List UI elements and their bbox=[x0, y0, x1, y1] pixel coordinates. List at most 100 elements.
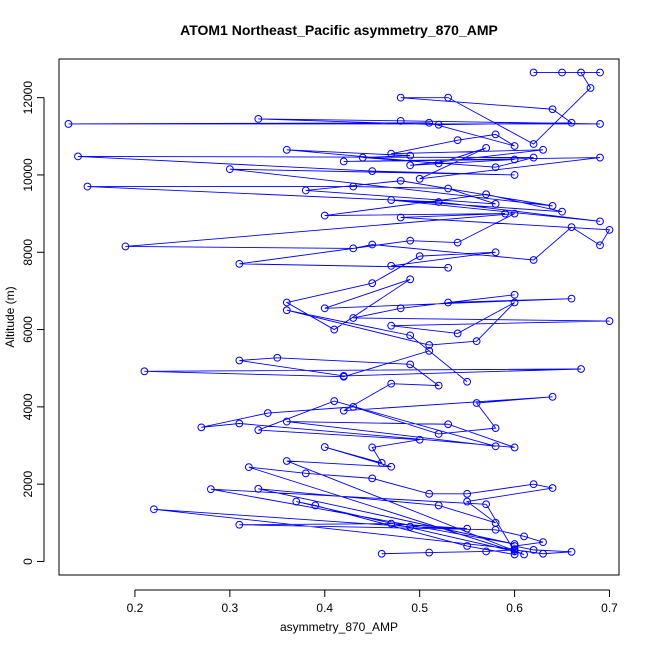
data-point bbox=[396, 304, 405, 313]
data-point bbox=[558, 207, 566, 216]
y-tick-label: 0 bbox=[21, 558, 35, 565]
data-point bbox=[415, 174, 424, 183]
data-point bbox=[387, 149, 396, 158]
data-point bbox=[596, 217, 604, 226]
data-point bbox=[453, 329, 462, 338]
data-point bbox=[596, 153, 604, 162]
data-point bbox=[520, 550, 528, 559]
data-point bbox=[301, 469, 310, 478]
x-axis-label: asymmetry_870_AMP bbox=[280, 620, 398, 634]
data-point bbox=[510, 209, 519, 218]
data-point bbox=[510, 298, 519, 307]
data-point bbox=[330, 325, 339, 334]
data-point bbox=[434, 430, 443, 438]
data-point bbox=[368, 167, 377, 175]
data-point bbox=[482, 190, 491, 199]
data-point bbox=[548, 484, 557, 492]
y-tick-label: 12000 bbox=[21, 81, 35, 115]
data-point bbox=[491, 200, 500, 208]
data-point bbox=[510, 540, 519, 548]
data-point bbox=[83, 182, 92, 191]
data-point bbox=[387, 519, 396, 528]
data-point bbox=[482, 547, 491, 556]
data-point bbox=[491, 442, 500, 451]
data-point bbox=[140, 367, 149, 376]
data-point bbox=[406, 331, 415, 340]
data-point bbox=[520, 532, 528, 541]
data-point bbox=[558, 68, 566, 77]
data-point bbox=[463, 497, 472, 506]
data-point bbox=[282, 457, 291, 465]
data-point bbox=[529, 140, 538, 148]
data-point bbox=[387, 261, 396, 270]
data-point bbox=[330, 397, 339, 405]
data-point bbox=[510, 155, 519, 164]
data-point bbox=[529, 256, 538, 264]
data-point bbox=[510, 550, 519, 559]
data-point bbox=[64, 120, 73, 128]
data-point bbox=[463, 524, 472, 533]
data-point bbox=[548, 392, 557, 401]
data-point bbox=[605, 225, 614, 234]
data-point bbox=[510, 547, 519, 556]
data-point bbox=[472, 399, 481, 407]
data-point bbox=[235, 356, 244, 365]
data-point bbox=[539, 145, 547, 154]
data-point bbox=[320, 211, 329, 220]
data-point bbox=[596, 241, 604, 250]
data-point bbox=[415, 252, 424, 261]
data-point bbox=[577, 68, 585, 77]
data-point bbox=[463, 542, 472, 550]
data-point bbox=[254, 115, 263, 123]
data-point bbox=[529, 545, 538, 554]
data-point bbox=[368, 474, 377, 483]
data-point bbox=[548, 201, 557, 210]
data-point bbox=[301, 186, 310, 195]
data-point bbox=[425, 341, 434, 349]
y-tick-label: 8000 bbox=[21, 239, 35, 266]
data-point bbox=[510, 545, 519, 553]
data-point bbox=[358, 153, 367, 162]
data-point bbox=[567, 223, 576, 232]
data-point bbox=[444, 298, 453, 307]
data-point bbox=[406, 151, 415, 160]
data-point bbox=[415, 435, 424, 444]
data-point bbox=[311, 501, 320, 510]
data-point bbox=[339, 157, 348, 166]
data-point bbox=[282, 306, 291, 315]
data-point bbox=[74, 152, 82, 161]
x-tick-label: 0.2 bbox=[127, 601, 144, 615]
y-tick-label: 4000 bbox=[21, 393, 35, 420]
data-point bbox=[197, 423, 206, 432]
data-point bbox=[529, 480, 538, 489]
data-point bbox=[434, 198, 443, 206]
data-point bbox=[463, 377, 472, 386]
data-point bbox=[501, 209, 510, 218]
data-point bbox=[320, 443, 329, 451]
data-point bbox=[368, 240, 377, 249]
data-series bbox=[64, 68, 614, 559]
chart-title: ATOM1 Northeast_Pacific asymmetry_870_AM… bbox=[180, 22, 498, 38]
data-point bbox=[282, 298, 291, 307]
data-point bbox=[282, 417, 291, 426]
data-point bbox=[444, 420, 453, 429]
data-point bbox=[292, 497, 301, 506]
data-point bbox=[596, 120, 604, 128]
data-point bbox=[349, 402, 358, 411]
data-point bbox=[396, 93, 405, 102]
data-point bbox=[434, 159, 443, 168]
x-tick-label: 0.5 bbox=[411, 601, 428, 615]
x-axis: 0.2 0.3 0.4 0.5 0.6 0.7 bbox=[127, 589, 618, 615]
y-tick-label: 2000 bbox=[21, 470, 35, 497]
data-point bbox=[377, 549, 386, 558]
data-point bbox=[235, 520, 244, 529]
data-point bbox=[396, 213, 405, 222]
data-point bbox=[425, 548, 434, 557]
data-point bbox=[605, 317, 614, 325]
data-point bbox=[368, 279, 377, 288]
data-point bbox=[244, 463, 253, 472]
x-tick-label: 0.7 bbox=[601, 601, 618, 615]
data-point bbox=[444, 263, 453, 272]
data-point bbox=[406, 360, 415, 369]
data-point bbox=[387, 321, 396, 330]
